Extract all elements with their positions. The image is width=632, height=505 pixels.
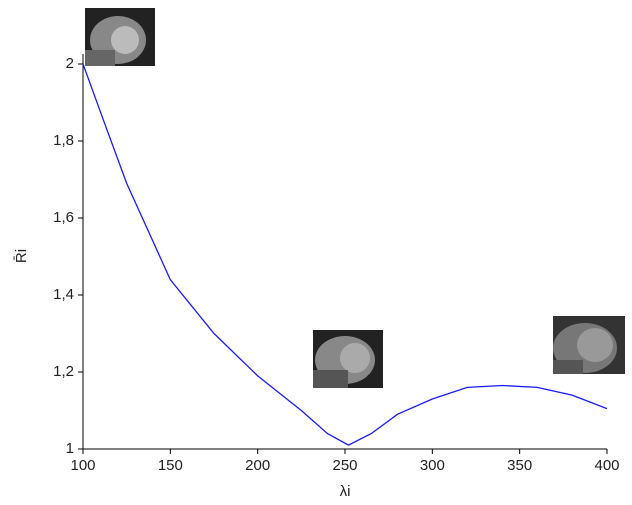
thumbnail [553,316,625,374]
thumbnail [85,8,155,66]
y-tick-label: 2 [66,55,74,72]
line [82,63,608,446]
x-tick-label: 400 [594,457,619,474]
y-tick-label: 1,8 [53,132,74,149]
x-tick-label: 150 [158,457,183,474]
x-tick-label: 200 [245,457,270,474]
x-tick-label: 100 [70,457,95,474]
x-axis-label: λi [340,483,351,500]
y-tick-label: 1,4 [53,286,74,303]
thumbnail [313,330,383,388]
x-tick-label: 350 [507,457,532,474]
y-axis-label: R̄i [13,249,30,263]
y-tick-label: 1 [66,440,74,457]
y-tick-label: 1,2 [53,363,74,380]
x-tick-label: 300 [420,457,445,474]
x-tick-label: 250 [332,457,357,474]
y-tick-label: 1,6 [53,209,74,226]
